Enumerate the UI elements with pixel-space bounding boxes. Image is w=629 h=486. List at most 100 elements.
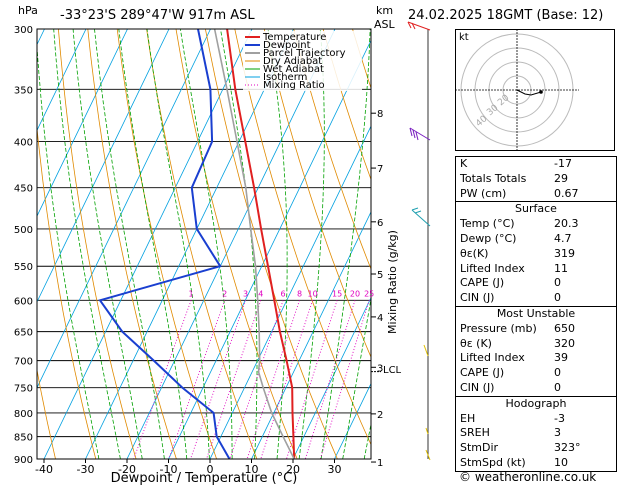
mixing-ratio-label: 6 xyxy=(281,289,286,298)
mixing-ratio-line xyxy=(206,300,262,459)
x-tick-label: -30 xyxy=(77,463,95,476)
wind-barb-top xyxy=(407,21,431,31)
hodograph-section: Hodograph EH -3 SREH 3 StmDir 323° StmSpd (… xyxy=(456,395,616,471)
dry-adiabat-line xyxy=(116,29,217,459)
isotherm-line xyxy=(0,29,3,459)
mixing-ratio-lines xyxy=(133,300,370,459)
wind-profile xyxy=(407,21,431,461)
mixing-ratio-label: 20 xyxy=(350,289,360,298)
dry-adiabat-line xyxy=(37,124,97,459)
pressure-tick-label: 650 xyxy=(14,328,33,339)
lcl-label: LCL xyxy=(383,365,402,376)
hodograph-unit: kt xyxy=(459,32,469,43)
isotherm-line xyxy=(43,29,253,459)
hodograph-trace xyxy=(516,89,542,96)
legend-parcel: Parcel Trajectory xyxy=(263,48,346,59)
copyright-footer[interactable]: © weatheronline.co.uk xyxy=(459,470,597,484)
dry-adiabat-line xyxy=(322,29,371,181)
mixing-ratio-line xyxy=(246,300,300,459)
isotherm-line xyxy=(37,29,128,218)
isotherm-line xyxy=(37,29,211,389)
mixing-ratio-label: 4 xyxy=(258,289,263,298)
surface-title: Surface xyxy=(515,202,557,216)
mixing-ratio-labels: 1 2 3 4 6 8 10 15 20 25 xyxy=(189,289,375,298)
mixing-ratio-line xyxy=(190,300,246,459)
pressure-tick-label: 350 xyxy=(14,85,33,96)
dry-adiabat-line xyxy=(58,29,137,459)
index-row-pw: PW (cm) 0.67 xyxy=(460,186,579,200)
storm-motion-marker xyxy=(539,90,543,94)
x-tick-label: 10 xyxy=(245,463,259,476)
km-tick-label: 1 xyxy=(377,458,383,469)
x-tick-label: -10 xyxy=(160,463,178,476)
dry-adiabat-line xyxy=(37,367,56,459)
dry-adiabat-line xyxy=(293,29,371,271)
pressure-tick-label: 750 xyxy=(14,384,33,395)
isotherm-line xyxy=(126,29,336,459)
dry-adiabat-line xyxy=(617,29,629,459)
wet-adiabat-line xyxy=(146,29,210,459)
pressure-tick-label: 900 xyxy=(14,455,33,466)
index-row-totals: Totals Totals 29 xyxy=(460,171,568,185)
wet-adiabat-line xyxy=(320,29,371,459)
wind-barb-500 xyxy=(411,209,431,227)
dry-adiabat-line xyxy=(175,29,298,459)
mixing-ratio-label: 3 xyxy=(243,289,248,298)
legend-temperature: Temperature xyxy=(262,32,326,43)
pressure-tick-label: 800 xyxy=(14,409,33,420)
mixing-ratio-label: 10 xyxy=(308,289,318,298)
mixing-ratio-label: 15 xyxy=(332,289,342,298)
temperature-axis: -40 -30 -20 -10 0 10 20 30 xyxy=(35,459,342,476)
pressure-tick-label: 500 xyxy=(14,225,33,236)
wet-adiabat-line xyxy=(118,29,188,459)
hpa-label: hPa xyxy=(18,4,38,17)
x-tick-label: 30 xyxy=(328,463,342,476)
wind-barb-700 xyxy=(423,344,429,357)
pressure-tick-label: 550 xyxy=(14,262,33,273)
isotherm-line xyxy=(334,382,371,459)
asl-label: ASL xyxy=(374,18,395,31)
most-unstable-section: Most Unstable Pressure (mb) 650 θε (K) 320… xyxy=(456,305,616,396)
most-unstable-title: Most Unstable xyxy=(496,306,576,320)
wet-adiabats xyxy=(37,29,371,459)
dry-adiabat-line xyxy=(205,29,338,459)
km-tick-label: 5 xyxy=(377,270,383,281)
km-tick-label: 2 xyxy=(377,410,383,421)
isotherm-line xyxy=(37,29,87,132)
mixing-ratio-line xyxy=(133,300,192,459)
indices-panel: K -17 Totals Totals 29 PW (cm) 0.67 Surface… xyxy=(455,156,617,472)
plot-frame xyxy=(36,28,372,460)
km-tick-label: 8 xyxy=(377,109,383,120)
mixing-ratio-label: 8 xyxy=(297,289,302,298)
wet-adiabat-line xyxy=(267,29,288,459)
wet-adiabat-line xyxy=(342,296,371,459)
wet-adiabat-line xyxy=(298,29,325,459)
mixing-ratio-label: 2 xyxy=(222,289,227,298)
wind-barb-400 xyxy=(409,127,431,141)
series-parcel-trajectory xyxy=(213,29,295,459)
hodograph: kt 20 30 40 xyxy=(455,29,615,151)
mixing-ratio-line xyxy=(168,300,226,459)
mixing-ratio-line xyxy=(319,300,370,459)
pressure-axis: 300 350 400 450 500 550 600 650 700 750 800 850 900 xyxy=(14,25,33,466)
km-tick-label: 7 xyxy=(377,164,383,175)
series-temperature xyxy=(226,29,296,459)
legend-mixing-ratio: Mixing Ratio xyxy=(263,80,325,91)
hodograph-title: Hodograph xyxy=(505,396,567,410)
series-dewpoint xyxy=(98,29,231,459)
km-label: km xyxy=(376,4,394,17)
wet-adiabat-line xyxy=(53,29,121,459)
index-row-k: K -17 xyxy=(460,157,572,170)
pressure-tick-label: 450 xyxy=(14,184,33,195)
isotherm-line xyxy=(292,296,371,459)
surface-section: Surface Temp (°C) 20.3 Dewp (°C) 4.7 θε(K)… xyxy=(456,201,616,306)
legend-dewpoint: Dewpoint xyxy=(263,40,311,51)
dry-adiabat-line xyxy=(234,29,371,446)
legend: Temperature Dewpoint Parcel Trajectory D… xyxy=(243,31,362,91)
dry-adiabat-line xyxy=(146,29,258,459)
wet-adiabat-line xyxy=(94,29,165,459)
wet-adiabat-line xyxy=(220,29,258,459)
legend-wet-adiabat: Wet Adiabat xyxy=(263,64,324,75)
wind-barb-sfc xyxy=(425,449,431,461)
